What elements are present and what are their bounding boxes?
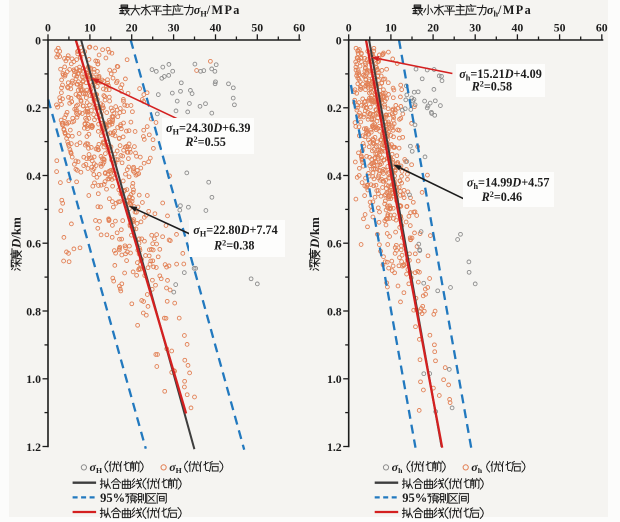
- svg-text:10: 10: [84, 21, 96, 35]
- svg-text:30: 30: [168, 21, 180, 35]
- svg-text:σH=24.30D+6.39: σH=24.30D+6.39: [166, 121, 250, 136]
- svg-text:0.4: 0.4: [327, 169, 342, 183]
- svg-text:σH: σH: [169, 460, 182, 475]
- svg-text:σh/MPa: σh/MPa: [487, 3, 532, 18]
- svg-text:R2=0.58: R2=0.58: [471, 80, 513, 94]
- svg-text:1.0: 1.0: [327, 372, 342, 386]
- svg-text:0: 0: [35, 33, 41, 47]
- svg-text:40: 40: [210, 21, 222, 35]
- svg-text:σh: σh: [392, 460, 403, 475]
- svg-text:σH/MPa: σH/MPa: [194, 3, 241, 18]
- svg-text:1.0: 1.0: [26, 372, 41, 386]
- svg-text:0.2: 0.2: [26, 101, 41, 115]
- svg-text:0.8: 0.8: [26, 304, 41, 318]
- svg-text:30: 30: [469, 21, 481, 35]
- svg-text:0.2: 0.2: [327, 101, 342, 115]
- svg-text:20: 20: [126, 21, 138, 35]
- svg-text:1.2: 1.2: [26, 440, 41, 454]
- svg-text:50: 50: [251, 21, 263, 35]
- svg-text:R2=0.55: R2=0.55: [184, 135, 226, 149]
- svg-text:0: 0: [45, 21, 51, 35]
- svg-text:σH: σH: [90, 460, 103, 475]
- svg-text:D/km: D/km: [308, 217, 322, 249]
- svg-text:0: 0: [346, 21, 352, 35]
- svg-text:D/km: D/km: [9, 217, 23, 249]
- svg-text:50: 50: [554, 21, 566, 35]
- svg-text:0: 0: [336, 33, 342, 47]
- svg-text:60: 60: [596, 21, 608, 35]
- svg-text:σh=14.99D+4.57: σh=14.99D+4.57: [467, 175, 550, 190]
- svg-text:95%: 95%: [402, 491, 427, 505]
- svg-text:R2=0.38: R2=0.38: [213, 239, 255, 253]
- svg-text:60: 60: [293, 21, 305, 35]
- svg-text:σh=15.21D+4.09: σh=15.21D+4.09: [459, 67, 542, 82]
- svg-text:σH=22.80D+7.74: σH=22.80D+7.74: [193, 223, 277, 238]
- svg-text:10: 10: [385, 21, 397, 35]
- svg-text:0.6: 0.6: [327, 237, 342, 251]
- svg-text:40: 40: [512, 21, 524, 35]
- svg-text:R2=0.46: R2=0.46: [481, 190, 523, 204]
- svg-text:0.6: 0.6: [26, 237, 41, 251]
- svg-text:σh: σh: [471, 460, 482, 475]
- svg-text:0.4: 0.4: [26, 169, 41, 183]
- svg-text:0.8: 0.8: [327, 304, 342, 318]
- svg-text:20: 20: [427, 21, 439, 35]
- svg-text:1.2: 1.2: [327, 440, 342, 454]
- svg-text:95%: 95%: [100, 491, 125, 505]
